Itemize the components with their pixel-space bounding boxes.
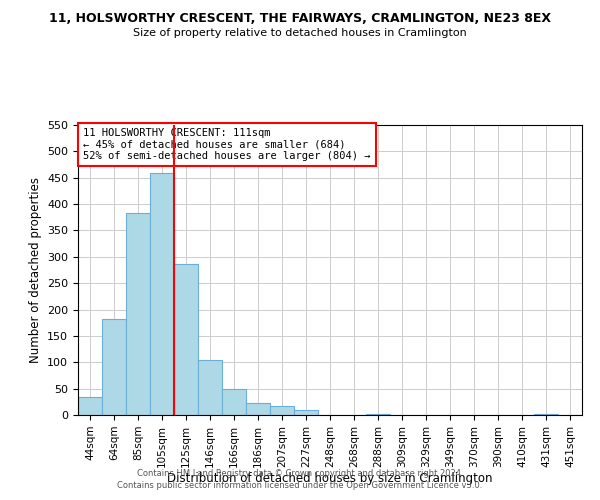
Bar (102, 318, 126, 415)
Bar (534, 414, 558, 415)
Bar (366, 414, 390, 415)
X-axis label: Distribution of detached houses by size in Cramlington: Distribution of detached houses by size … (167, 472, 493, 486)
Bar (78, 396, 102, 415)
Text: Contains HM Land Registry data © Crown copyright and database right 2024.: Contains HM Land Registry data © Crown c… (137, 468, 463, 477)
Bar (222, 389, 246, 415)
Bar (150, 173, 174, 415)
Bar (270, 406, 294, 415)
Bar (246, 403, 270, 415)
Bar (126, 212, 150, 415)
Text: Contains public sector information licensed under the Open Government Licence v3: Contains public sector information licen… (118, 481, 482, 490)
Bar (198, 360, 222, 415)
Text: Size of property relative to detached houses in Cramlington: Size of property relative to detached ho… (133, 28, 467, 38)
Bar (294, 410, 318, 415)
Text: 11, HOLSWORTHY CRESCENT, THE FAIRWAYS, CRAMLINGTON, NE23 8EX: 11, HOLSWORTHY CRESCENT, THE FAIRWAYS, C… (49, 12, 551, 26)
Bar (174, 264, 198, 415)
Y-axis label: Number of detached properties: Number of detached properties (29, 177, 41, 363)
Text: 11 HOLSWORTHY CRESCENT: 111sqm
← 45% of detached houses are smaller (684)
52% of: 11 HOLSWORTHY CRESCENT: 111sqm ← 45% of … (83, 128, 371, 161)
